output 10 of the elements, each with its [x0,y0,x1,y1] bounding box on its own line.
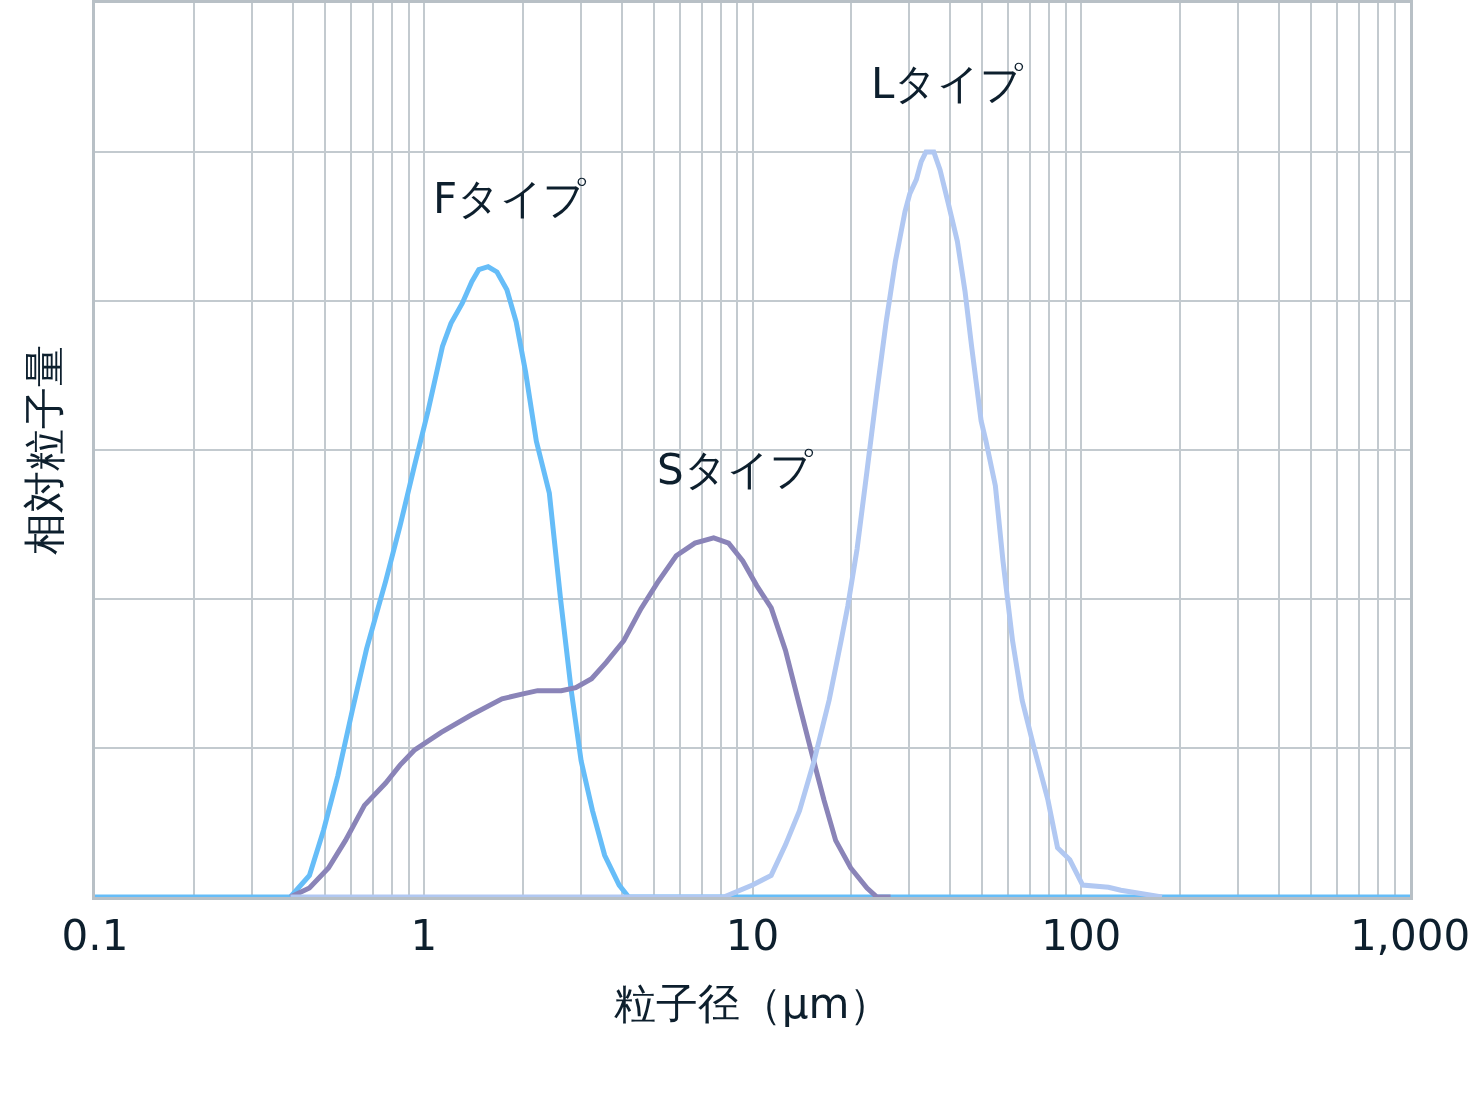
x-tick-label: 1,000 [1349,911,1471,961]
series-label: Sタイプ [657,445,814,494]
series-label: Lタイプ [871,59,1025,108]
x-tick-label: 1 [410,911,438,961]
x-tick-label: 10 [725,911,780,961]
y-axis-title: 相対粒子量 [19,345,69,555]
x-axis-title: 粒子径（μm） [613,979,892,1029]
x-tick-label: 0.1 [61,911,129,961]
x-tick-label: 100 [1041,911,1122,961]
series-label: Fタイプ [433,174,588,223]
